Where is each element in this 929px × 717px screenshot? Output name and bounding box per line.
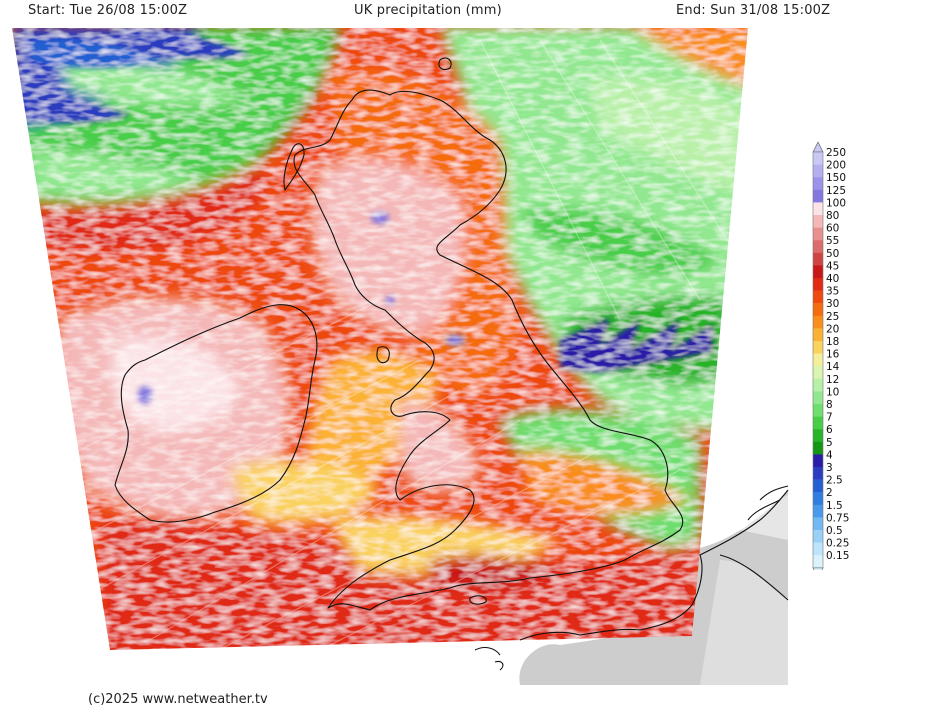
legend-label-100: 100 (826, 197, 846, 209)
coastline-isle-of-wight (469, 595, 487, 605)
legend-swatch-10 (813, 391, 823, 405)
legend-swatch-0-25 (813, 542, 823, 556)
legend-swatch-250 (813, 152, 823, 165)
legend-label-35: 35 (826, 286, 839, 298)
legend-swatch-100 (813, 202, 823, 216)
legend-swatch-25 (813, 315, 823, 329)
legend-labels: 2502001501251008060555045403530252018161… (826, 147, 849, 562)
coastline-hebrides (283, 143, 305, 191)
legend-label-0-15: 0.15 (826, 550, 849, 562)
legend-arrow-bottom (812, 567, 824, 570)
legend-label-20: 20 (826, 323, 839, 335)
legend-label-150: 150 (826, 172, 846, 184)
precipitation-field (12, 28, 748, 650)
legend-label-2-5: 2.5 (826, 475, 843, 487)
legend-label-45: 45 (826, 260, 839, 272)
legend-label-25: 25 (826, 311, 839, 323)
legend-swatch-150 (813, 177, 823, 190)
legend-swatch-200 (813, 164, 823, 178)
legend-swatch-55 (813, 240, 823, 253)
precipitation-legend: 2502001501251008060555045403530252018161… (812, 141, 849, 570)
legend-swatch-14 (813, 366, 823, 379)
legend-swatch-50 (813, 252, 823, 266)
legend-swatch-18 (813, 341, 823, 354)
legend-swatch-80 (813, 215, 823, 228)
legend-swatch-2-5 (813, 479, 823, 493)
legend-swatch-0-75 (813, 517, 823, 531)
legend-swatch-7 (813, 416, 823, 430)
legend-swatch-5 (813, 441, 823, 455)
legend-label-50: 50 (826, 248, 839, 260)
legend-frame (812, 151, 824, 569)
legend-arrow-top (812, 141, 824, 153)
legend-swatch-60 (813, 227, 823, 241)
legend-label-80: 80 (826, 210, 839, 222)
start-time-label: Start: Tue 26/08 15:00Z (28, 3, 188, 18)
legend-label-55: 55 (826, 235, 839, 247)
legend-label-7: 7 (826, 412, 833, 424)
legend-swatch-45 (813, 265, 823, 279)
legend-label-60: 60 (826, 223, 839, 235)
legend-label-12: 12 (826, 374, 839, 386)
copyright-footer: (c)2025 www.netweather.tv (88, 692, 268, 707)
legend-label-18: 18 (826, 336, 839, 348)
legend-swatch-8 (813, 404, 823, 417)
legend-label-14: 14 (826, 361, 840, 373)
legend-swatch-35 (813, 290, 823, 304)
legend-swatch-0-5 (813, 530, 823, 543)
legend-label-16: 16 (826, 349, 840, 361)
legend-swatch-3 (813, 467, 823, 480)
legend-label-2: 2 (826, 487, 833, 499)
map-title: UK precipitation (mm) (354, 3, 502, 18)
legend-label-1-5: 1.5 (826, 500, 843, 512)
legend-label-0-75: 0.75 (826, 512, 849, 524)
legend-swatch-4 (813, 454, 823, 468)
legend-swatch-2 (813, 492, 823, 505)
legend-label-40: 40 (826, 273, 839, 285)
legend-label-0-5: 0.5 (826, 525, 843, 537)
legend-label-30: 30 (826, 298, 839, 310)
legend-label-5: 5 (826, 437, 833, 449)
legend-label-10: 10 (826, 386, 839, 398)
legend-swatch-20 (813, 328, 823, 342)
legend-label-125: 125 (826, 185, 846, 197)
legend-swatch-30 (813, 303, 823, 316)
coastlines (114, 57, 789, 671)
legend-swatch-0-15 (813, 555, 823, 568)
legend-label-4: 4 (826, 449, 833, 461)
legend-swatch-6 (813, 429, 823, 442)
europe-land-shading (519, 490, 788, 685)
legend-label-8: 8 (826, 399, 833, 411)
legend-swatch-125 (813, 189, 823, 203)
legend-color-bars (812, 141, 824, 570)
legend-label-250: 250 (826, 147, 846, 159)
coastline-orkney (438, 57, 452, 71)
end-time-label: End: Sun 31/08 15:00Z (676, 3, 831, 18)
legend-label-0-25: 0.25 (826, 538, 849, 550)
legend-swatch-12 (813, 378, 823, 392)
legend-swatch-1-5 (813, 504, 823, 518)
legend-label-6: 6 (826, 424, 833, 436)
coastline-ireland (114, 304, 318, 523)
coastline-europe (519, 489, 789, 641)
legend-swatch-40 (813, 278, 823, 291)
coastline-great-britain (293, 89, 684, 611)
legend-label-3: 3 (826, 462, 833, 474)
coastline-isle-of-man (376, 346, 390, 364)
legend-swatch-16 (813, 353, 823, 367)
legend-label-200: 200 (826, 160, 846, 172)
